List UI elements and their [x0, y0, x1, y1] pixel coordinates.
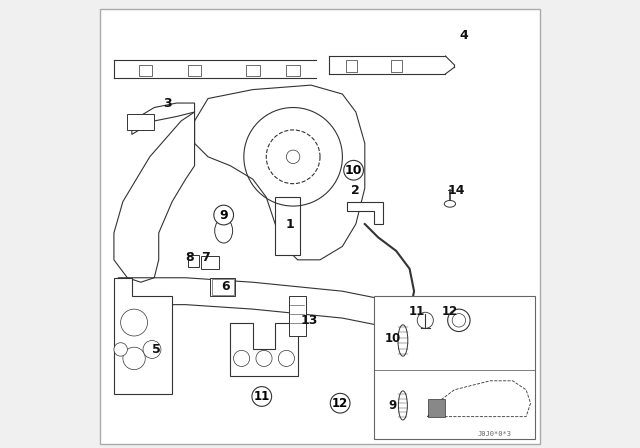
Ellipse shape — [398, 325, 408, 356]
Text: 5: 5 — [152, 343, 161, 356]
Polygon shape — [428, 399, 445, 417]
Text: 1: 1 — [285, 217, 294, 231]
Text: 12: 12 — [442, 305, 458, 318]
Bar — [374, 296, 535, 439]
Text: 10: 10 — [345, 164, 362, 177]
Polygon shape — [195, 85, 365, 260]
Polygon shape — [132, 103, 195, 134]
Bar — [139, 65, 152, 76]
Bar — [287, 65, 300, 76]
Text: 6: 6 — [221, 280, 230, 293]
Bar — [127, 114, 154, 130]
Text: 9: 9 — [388, 399, 397, 412]
Bar — [210, 278, 235, 296]
Circle shape — [121, 309, 148, 336]
Polygon shape — [428, 381, 531, 417]
Bar — [246, 65, 260, 76]
Bar — [188, 65, 202, 76]
Bar — [212, 279, 234, 295]
Ellipse shape — [444, 200, 456, 207]
Text: 9: 9 — [220, 208, 228, 222]
Text: J0J0*0*3: J0J0*0*3 — [477, 431, 512, 437]
Bar — [202, 256, 219, 269]
Polygon shape — [230, 323, 298, 376]
Circle shape — [214, 205, 234, 225]
Circle shape — [252, 387, 271, 406]
Text: 2: 2 — [351, 184, 360, 197]
Text: 12: 12 — [332, 396, 348, 410]
Bar — [346, 60, 357, 72]
Circle shape — [278, 350, 294, 366]
Text: 4: 4 — [459, 29, 468, 43]
Circle shape — [256, 350, 272, 366]
Text: 11: 11 — [253, 390, 270, 403]
Polygon shape — [114, 112, 195, 282]
Text: 8: 8 — [185, 251, 193, 264]
Text: 10: 10 — [385, 332, 401, 345]
Circle shape — [330, 393, 350, 413]
Bar — [289, 296, 306, 336]
Circle shape — [287, 150, 300, 164]
Circle shape — [417, 312, 433, 328]
Text: 3: 3 — [163, 96, 172, 110]
Circle shape — [452, 314, 466, 327]
Ellipse shape — [215, 219, 233, 243]
Circle shape — [123, 347, 145, 370]
Bar — [391, 60, 402, 72]
Text: 13: 13 — [300, 314, 317, 327]
Text: 11: 11 — [408, 305, 424, 318]
Circle shape — [448, 309, 470, 332]
Bar — [188, 255, 199, 267]
Ellipse shape — [398, 391, 408, 420]
Bar — [275, 197, 300, 255]
Text: 7: 7 — [202, 251, 210, 264]
Polygon shape — [114, 278, 172, 394]
Text: 14: 14 — [448, 184, 465, 197]
Circle shape — [114, 343, 127, 356]
Circle shape — [344, 160, 364, 180]
Polygon shape — [347, 202, 383, 224]
Circle shape — [234, 350, 250, 366]
Circle shape — [143, 340, 161, 358]
